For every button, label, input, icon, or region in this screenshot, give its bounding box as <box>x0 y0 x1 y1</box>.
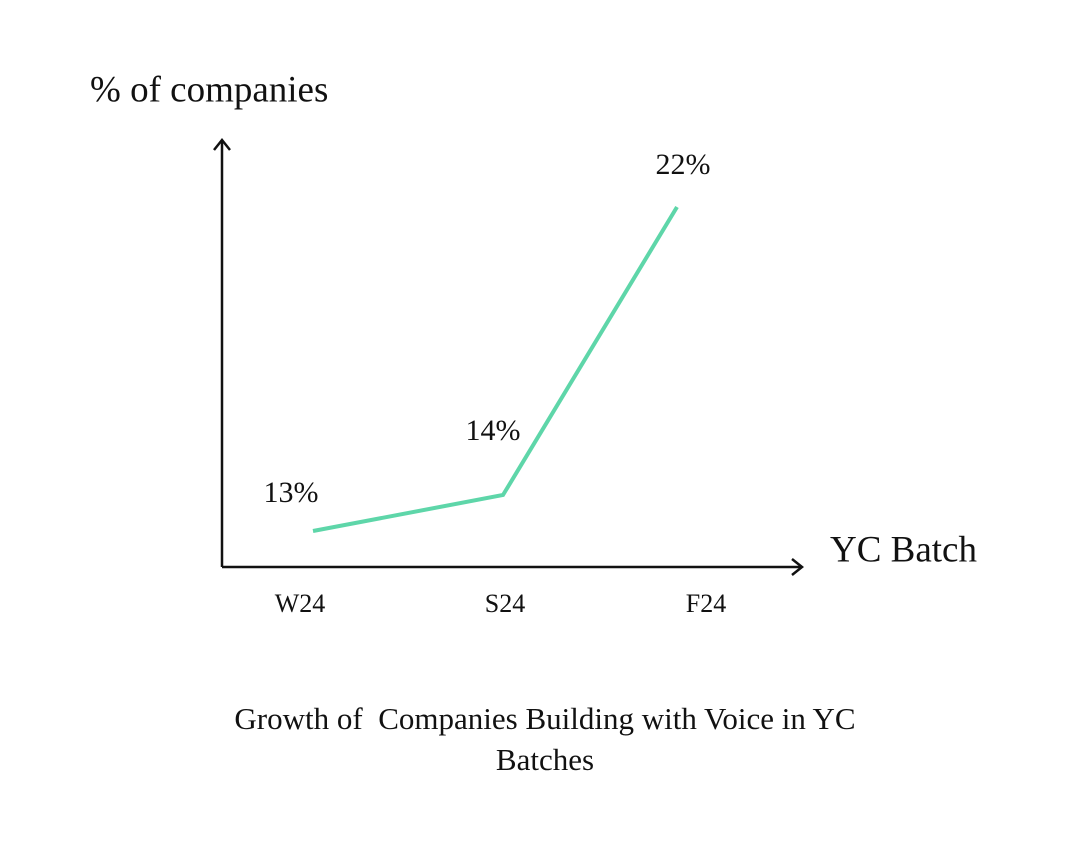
y-axis-label: % of companies <box>90 69 328 110</box>
x-arrow <box>791 558 805 576</box>
data-label: 14% <box>466 414 521 447</box>
y-arrow <box>213 137 231 151</box>
data-label: 13% <box>264 476 319 509</box>
x-tick-label: S24 <box>485 589 525 618</box>
x-tick-label: F24 <box>686 589 726 618</box>
x-tick-label: W24 <box>275 589 326 618</box>
chart-title: Growth of Companies Building with Voice … <box>234 701 864 777</box>
axes <box>213 137 805 576</box>
x-axis-label: YC Batch <box>830 529 977 570</box>
data-label: 22% <box>656 148 711 181</box>
data-line <box>312 205 679 533</box>
